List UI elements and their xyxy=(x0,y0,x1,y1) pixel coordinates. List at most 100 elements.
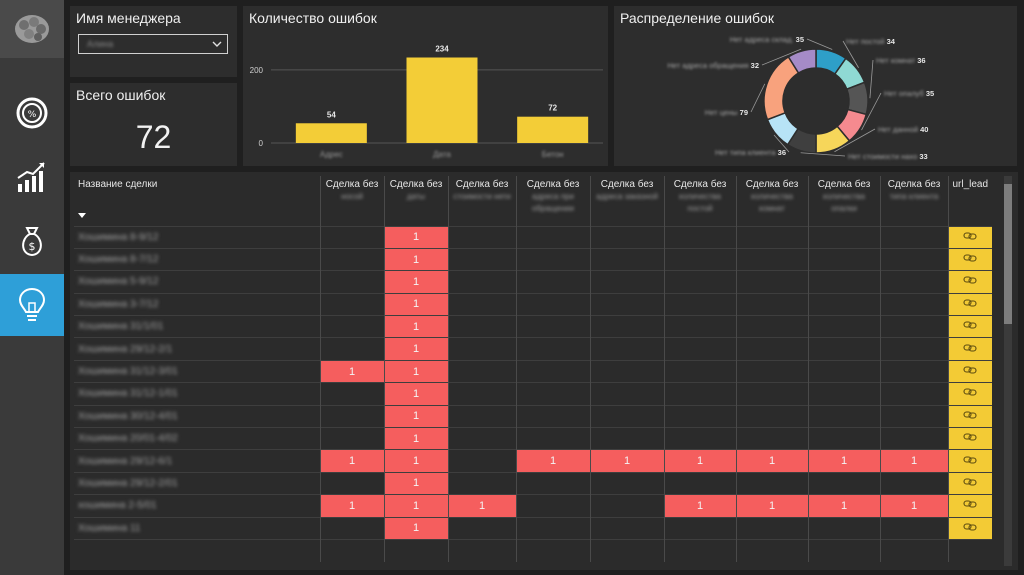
url-lead-cell[interactable] xyxy=(947,516,992,540)
error-cell xyxy=(807,404,880,428)
donut-chart-card: Распределение ошибок Нет адреса склад. 3… xyxy=(614,6,1017,166)
slice-label-name: Нет комнат xyxy=(876,56,917,65)
slice-label-name: Нет типа клиента xyxy=(715,148,778,157)
slice-label: Нет адреса склад. 35 xyxy=(730,35,804,44)
sort-down-icon[interactable] xyxy=(78,213,86,218)
column-header[interactable]: Сделка без количества комнат xyxy=(735,176,808,226)
column-header[interactable]: Сделка без адреса при обращении xyxy=(515,176,590,226)
error-cell xyxy=(447,427,516,450)
url-lead-cell[interactable] xyxy=(947,247,992,271)
url-lead-cell[interactable] xyxy=(947,359,992,383)
slice-leader-line xyxy=(869,59,874,99)
deal-name-cell: Хошимина 31/12-1/01 xyxy=(74,382,320,406)
deal-name-cell: Хошимина 29/12-6/1 xyxy=(74,449,320,473)
table-scrollbar-thumb[interactable] xyxy=(1004,184,1012,324)
error-cell xyxy=(735,382,808,406)
url-lead-cell[interactable] xyxy=(947,494,992,518)
link-icon xyxy=(963,344,977,352)
error-cell: 1 xyxy=(383,449,448,473)
donut-slice[interactable] xyxy=(763,55,800,121)
error-cell xyxy=(319,337,384,361)
column-header[interactable]: Сделка без стоимости нети xyxy=(447,176,516,226)
url-lead-cell[interactable] xyxy=(947,449,992,473)
error-cell xyxy=(663,247,736,271)
slice-label-value: 36 xyxy=(778,148,786,157)
error-cell: 1 xyxy=(383,404,448,428)
table-row: Хошимина 31/12-1/01 1 xyxy=(74,382,992,406)
error-cell: 1 xyxy=(879,494,948,518)
empty-cell xyxy=(947,538,992,562)
nav-item-growth[interactable] xyxy=(0,146,64,208)
link-icon xyxy=(963,456,977,464)
column-header-subtitle: носой xyxy=(341,192,363,201)
manager-filter-title: Имя менеджера xyxy=(76,10,181,26)
error-cell: 1 xyxy=(735,494,808,518)
link-icon xyxy=(963,523,977,531)
column-header-subtitle: количества постой xyxy=(679,192,721,213)
table-row: хошимина 2-5/01 1 1 1 1 1 1 1 xyxy=(74,494,992,518)
slice-label-name: Нет постой xyxy=(846,37,887,46)
column-header-url[interactable]: url_lead xyxy=(947,176,992,226)
error-cell: 1 xyxy=(447,494,516,518)
link-icon xyxy=(963,276,977,285)
table-scrollbar[interactable] xyxy=(1004,176,1012,566)
column-header-name[interactable]: Название сделки xyxy=(74,176,320,226)
error-cell xyxy=(319,315,384,338)
error-cell: 1 xyxy=(383,270,448,294)
logo-icon xyxy=(0,0,64,58)
url-lead-cell[interactable] xyxy=(947,471,992,495)
slice-label-value: 35 xyxy=(926,89,934,98)
url-lead-cell[interactable] xyxy=(947,315,992,338)
url-lead-cell[interactable] xyxy=(947,225,992,249)
column-header[interactable]: Сделка без адреса заказной xyxy=(589,176,664,226)
error-cell: 1 xyxy=(319,359,384,383)
error-cell: 1 xyxy=(589,449,664,473)
nav-item-percent[interactable]: % xyxy=(0,82,64,144)
column-header[interactable]: Сделка без типа клиента xyxy=(879,176,948,226)
url-lead-cell[interactable] xyxy=(947,382,992,406)
url-lead-cell[interactable] xyxy=(947,427,992,450)
error-cell: 1 xyxy=(879,449,948,473)
error-cell xyxy=(447,471,516,495)
error-cell xyxy=(515,225,590,249)
nav-item-money[interactable]: $ xyxy=(0,210,64,272)
error-cell: 1 xyxy=(383,247,448,271)
column-header[interactable]: Сделка без носой xyxy=(319,176,384,226)
slice-label: Нет данной 40 xyxy=(878,125,928,134)
url-lead-cell[interactable] xyxy=(947,337,992,361)
errors-table-grid: Название сделки Сделка без носой Сделка без… xyxy=(74,176,992,562)
error-cell xyxy=(447,315,516,338)
error-cell: 1 xyxy=(383,427,448,450)
bar[interactable] xyxy=(406,57,478,144)
slice-leader-line xyxy=(750,83,766,113)
link-icon xyxy=(963,500,977,508)
error-cell xyxy=(663,359,736,383)
error-cell xyxy=(589,516,664,540)
url-lead-cell[interactable] xyxy=(947,270,992,294)
column-header[interactable]: Сделка без количества постой xyxy=(663,176,736,226)
nav-item-ideas[interactable] xyxy=(0,274,64,336)
deal-name: Хошимина 29/12-2/1 xyxy=(78,343,173,355)
error-cell xyxy=(515,516,590,540)
url-lead-cell[interactable] xyxy=(947,404,992,428)
column-header[interactable]: Сделка без количества опалки xyxy=(807,176,880,226)
manager-select[interactable]: Алина xyxy=(78,34,228,54)
error-cell xyxy=(735,404,808,428)
error-cell xyxy=(447,449,516,473)
url-lead-cell[interactable] xyxy=(947,292,992,316)
error-cell xyxy=(735,225,808,249)
bar[interactable] xyxy=(295,123,367,143)
bar[interactable] xyxy=(517,116,589,143)
error-cell xyxy=(735,315,808,338)
error-cell xyxy=(589,270,664,294)
link-icon xyxy=(963,433,977,441)
deal-name: Хошимина 30/12-4/01 xyxy=(78,410,178,422)
kpi-title: Всего ошибок xyxy=(76,87,166,103)
column-header[interactable]: Сделка без даты xyxy=(383,176,448,226)
error-cell xyxy=(663,337,736,361)
error-cell xyxy=(515,382,590,406)
donut-slice[interactable] xyxy=(787,48,817,75)
column-header-subtitle: количества опалки xyxy=(823,192,865,213)
column-header-subtitle: стоимости нети xyxy=(453,192,511,201)
y-tick-label: 200 xyxy=(250,66,264,75)
